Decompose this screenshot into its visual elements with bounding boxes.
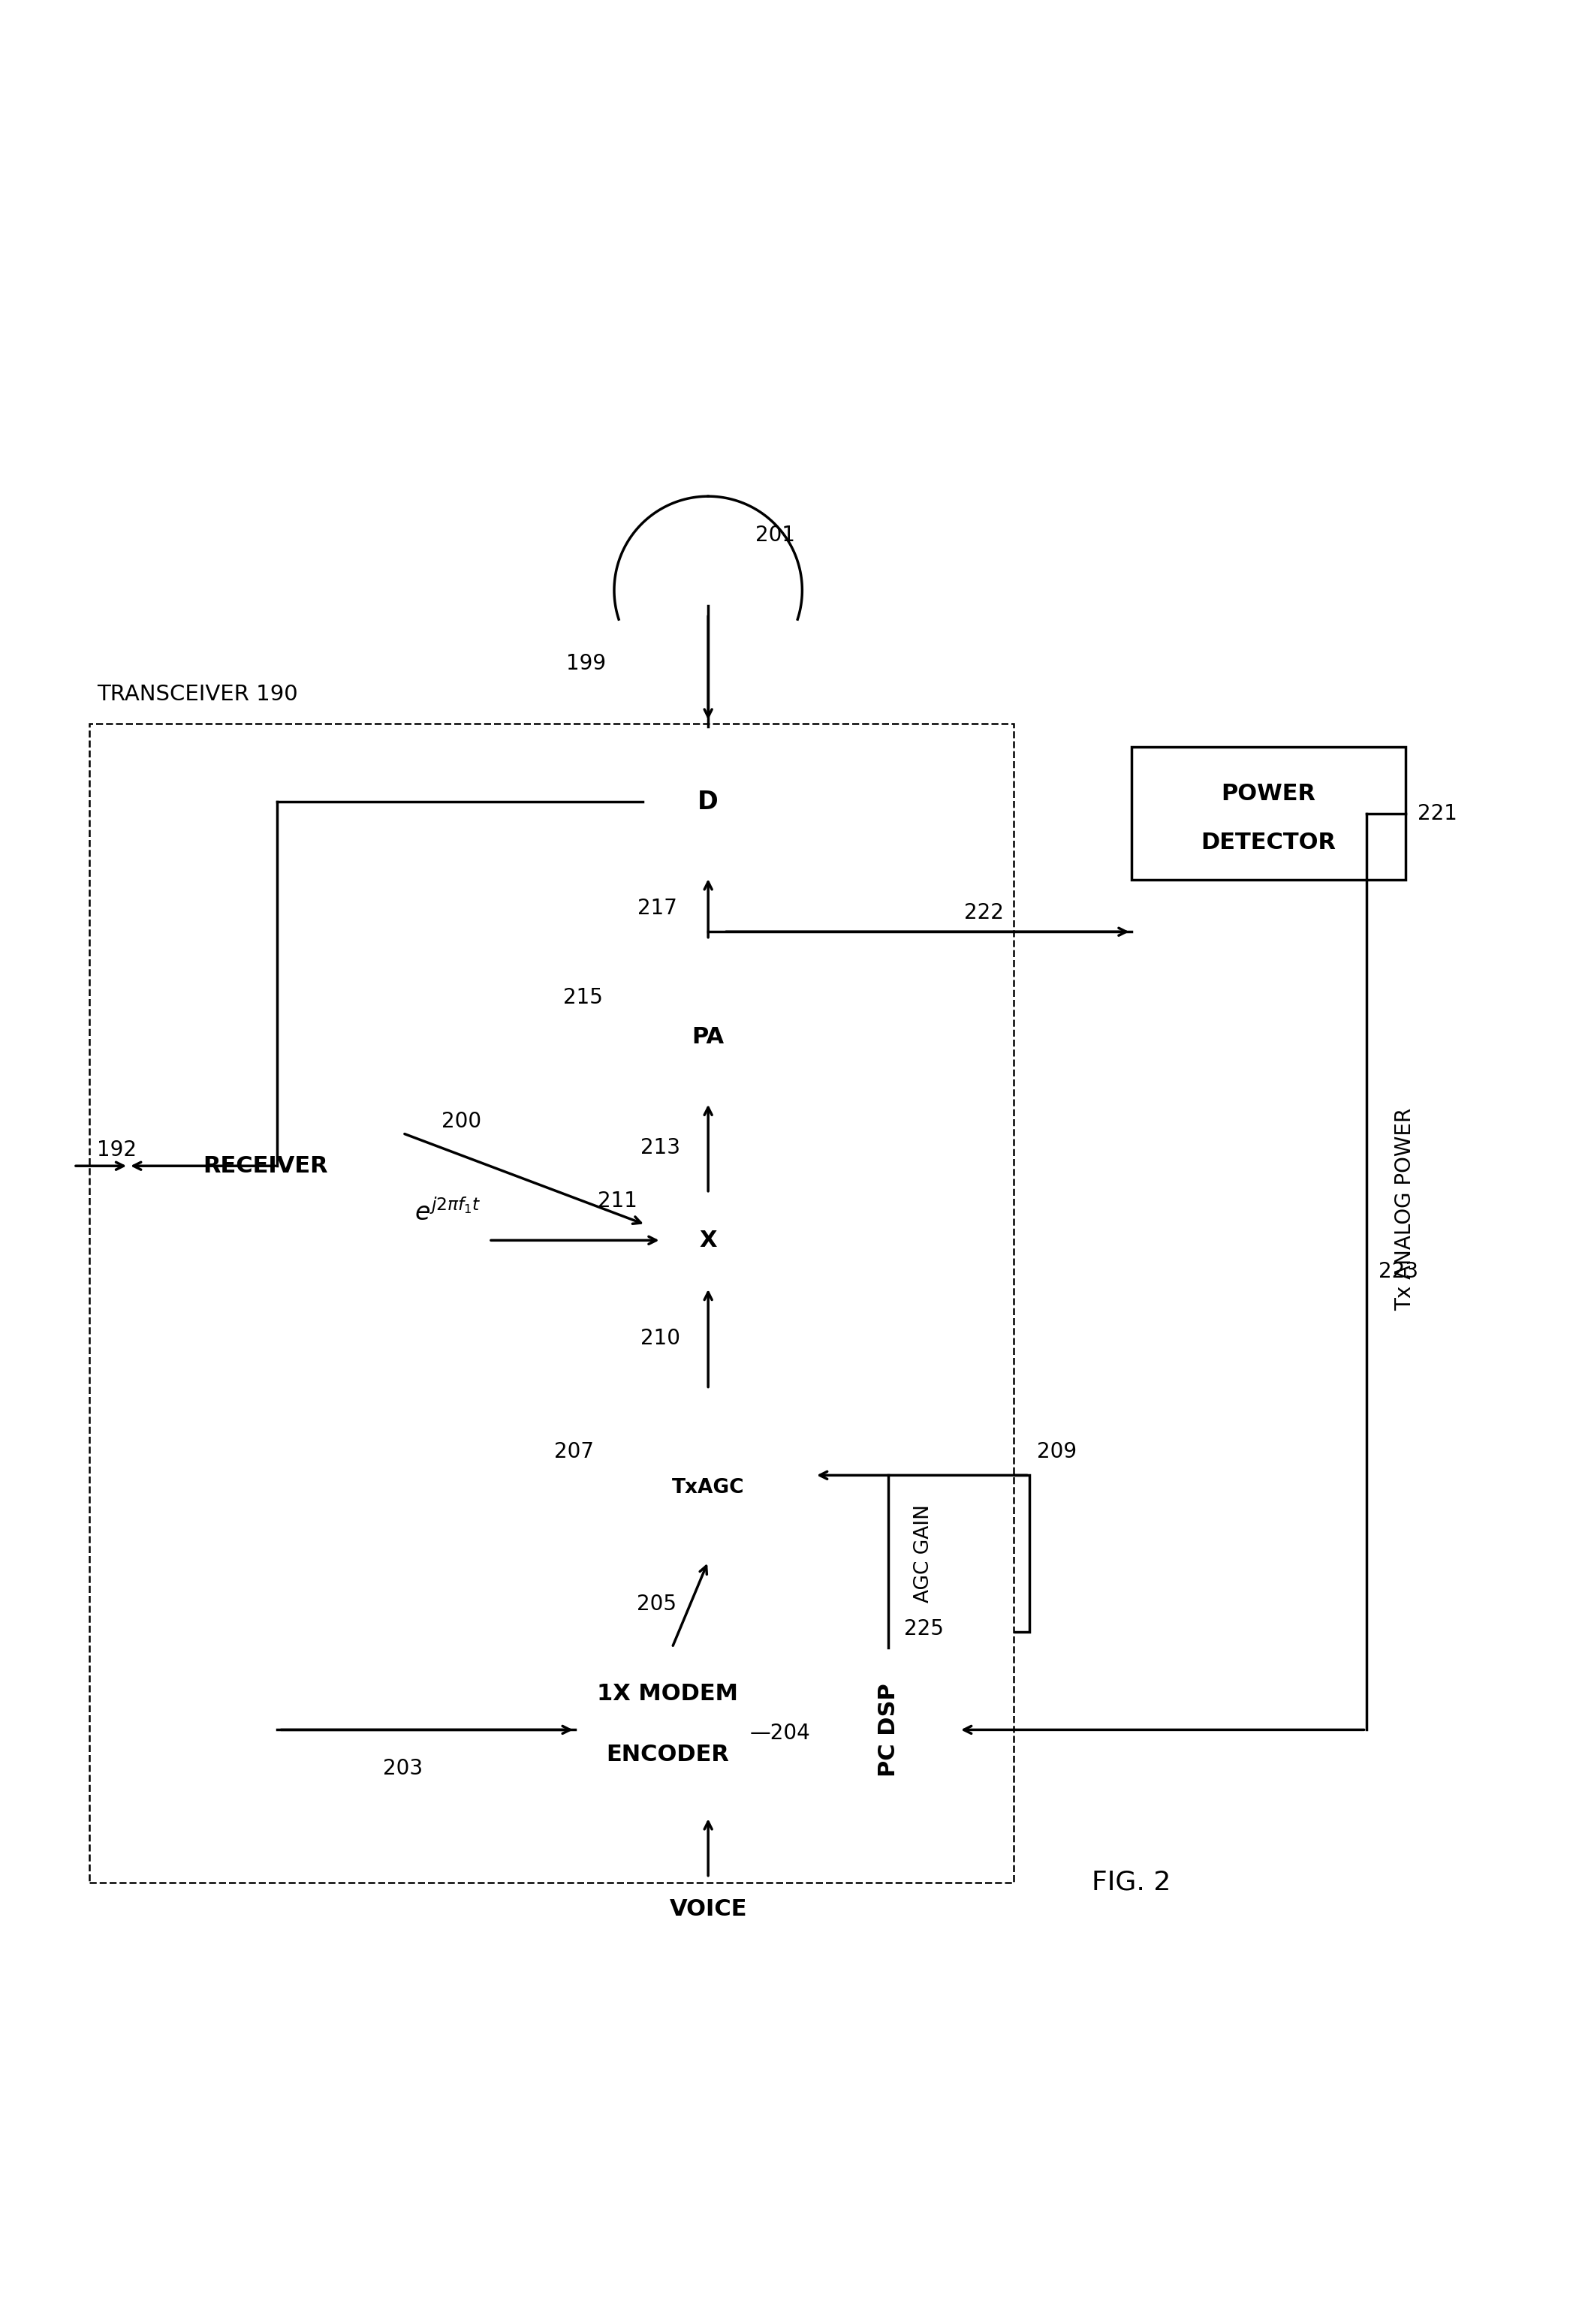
Text: 225: 225 bbox=[904, 1618, 944, 1638]
Bar bbox=[1131, 746, 1405, 881]
Text: PC DSP: PC DSP bbox=[878, 1683, 900, 1776]
Bar bbox=[818, 1476, 1029, 1631]
Text: 201: 201 bbox=[755, 525, 794, 546]
Text: 200: 200 bbox=[442, 1111, 481, 1132]
Bar bbox=[818, 1648, 960, 1813]
Text: 215: 215 bbox=[563, 988, 602, 1009]
Text: 222: 222 bbox=[964, 902, 1004, 923]
Text: 199: 199 bbox=[566, 653, 606, 674]
Text: 192: 192 bbox=[98, 1139, 137, 1160]
Text: —204: —204 bbox=[750, 1722, 810, 1743]
Text: D: D bbox=[698, 790, 719, 813]
Text: 221: 221 bbox=[1417, 804, 1458, 825]
Text: $e^{j2\pi f_1 t}$: $e^{j2\pi f_1 t}$ bbox=[414, 1199, 481, 1225]
Text: ENCODER: ENCODER bbox=[606, 1743, 728, 1766]
Bar bbox=[129, 1092, 403, 1241]
Text: DETECTOR: DETECTOR bbox=[1200, 832, 1335, 853]
Text: 1X MODEM: 1X MODEM bbox=[596, 1683, 738, 1703]
Text: RECEIVER: RECEIVER bbox=[203, 1155, 329, 1176]
Text: TxAGC: TxAGC bbox=[672, 1478, 744, 1497]
Text: TRANSCEIVER 190: TRANSCEIVER 190 bbox=[98, 683, 297, 704]
Text: 210: 210 bbox=[640, 1327, 680, 1348]
Text: 223: 223 bbox=[1378, 1262, 1419, 1283]
Text: FIG. 2: FIG. 2 bbox=[1092, 1871, 1170, 1896]
Bar bbox=[576, 1648, 818, 1813]
Text: 211: 211 bbox=[598, 1190, 637, 1211]
Text: VOICE: VOICE bbox=[669, 1899, 747, 1920]
Text: 207: 207 bbox=[554, 1441, 593, 1462]
Text: 203: 203 bbox=[382, 1757, 423, 1778]
Text: 205: 205 bbox=[637, 1594, 676, 1615]
Text: Tx ANALOG POWER: Tx ANALOG POWER bbox=[1394, 1109, 1416, 1311]
Text: 213: 213 bbox=[640, 1136, 680, 1157]
Text: X: X bbox=[700, 1229, 717, 1250]
Text: AGC GAIN: AGC GAIN bbox=[914, 1504, 933, 1604]
Text: 209: 209 bbox=[1037, 1441, 1078, 1462]
Text: PA: PA bbox=[692, 1025, 724, 1048]
Bar bbox=[90, 723, 1013, 1882]
Text: POWER: POWER bbox=[1221, 783, 1315, 804]
Text: 217: 217 bbox=[637, 897, 676, 918]
Bar bbox=[584, 1731, 815, 1808]
